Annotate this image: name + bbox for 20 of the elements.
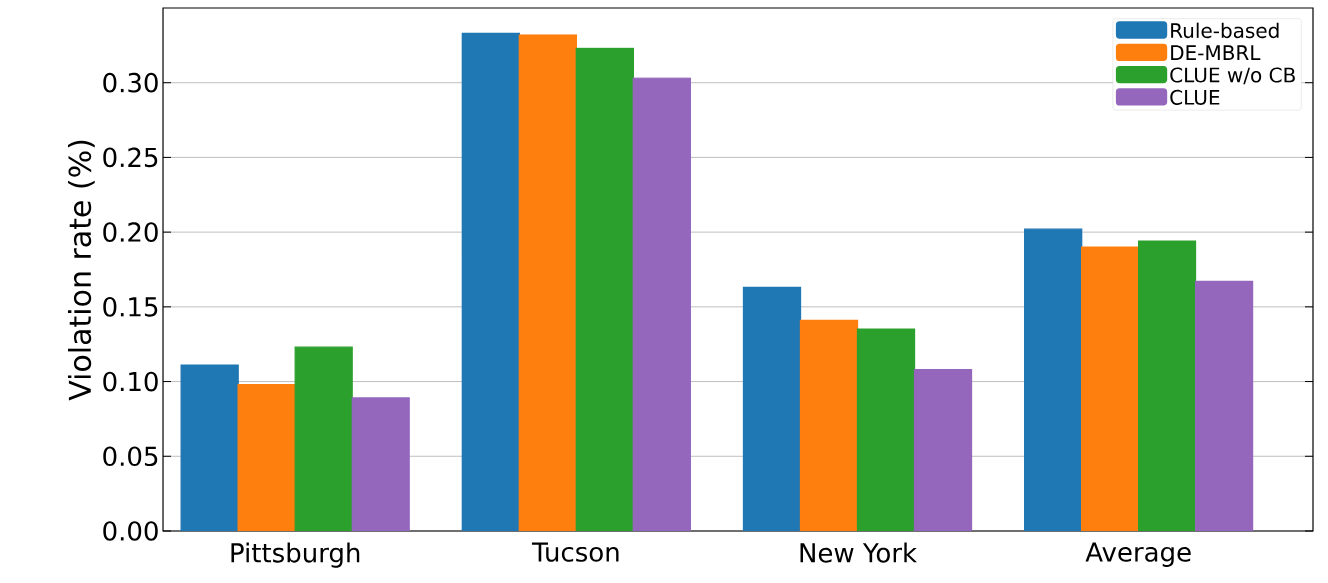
bar xyxy=(913,368,973,531)
legend-label: DE-MBRL xyxy=(1171,45,1261,60)
x-tick-label: Tucson xyxy=(531,542,619,562)
y-tick-label: 0.25 xyxy=(103,147,158,168)
x-tick-label: Pittsburgh xyxy=(231,542,360,568)
y-tick-label: 0.15 xyxy=(103,297,158,317)
legend-label: CLUE xyxy=(1170,89,1220,105)
bar xyxy=(351,397,410,531)
y-tick-label: 0.05 xyxy=(103,446,158,467)
bar xyxy=(1195,280,1254,531)
y-axis-title: Violation rate (%) xyxy=(67,140,95,401)
y-tick-label: 0.20 xyxy=(103,222,158,242)
x-tick-label: New York xyxy=(800,542,917,563)
legend-label: Rule-based xyxy=(1171,22,1279,39)
legend-label: CLUE w/o CB xyxy=(1170,67,1295,85)
y-tick-label: 0.30 xyxy=(103,72,158,93)
y-tick-label: 0.10 xyxy=(103,371,158,392)
bar xyxy=(632,77,691,531)
y-tick-label: 0.00 xyxy=(103,521,158,541)
x-tick-label: Average xyxy=(1085,542,1191,567)
